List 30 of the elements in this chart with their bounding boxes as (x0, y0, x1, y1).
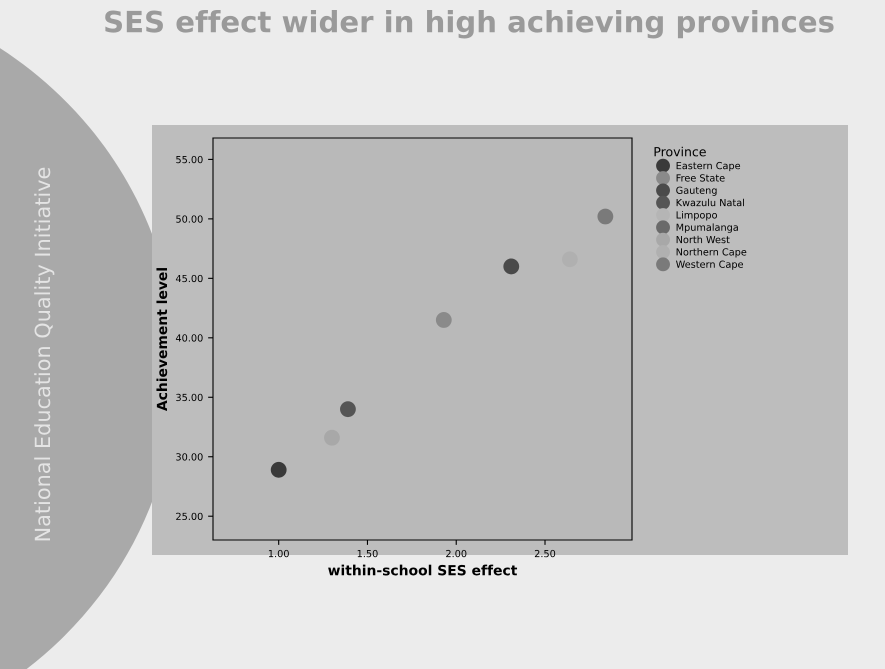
y-tick-label: 35.00 (176, 394, 203, 402)
legend-label: Kwazulu Natal (676, 198, 744, 206)
legend-label: Western Cape (676, 260, 744, 270)
x-tick-label: 2.50 (534, 550, 556, 558)
point (340, 401, 356, 418)
legend-label: Eastern Cape (676, 162, 740, 172)
x-tick-label: 1.00 (268, 550, 289, 558)
point (270, 462, 287, 478)
y-tick-label: 30.00 (176, 453, 203, 461)
text: National Education Quality Initiative (34, 168, 54, 540)
y-tick-label: 40.00 (176, 334, 203, 342)
y-tick-label: 45.00 (176, 274, 203, 282)
point (597, 208, 614, 224)
point (436, 312, 452, 328)
y-tick-label: 25.00 (176, 512, 203, 520)
legend-label: Northern Cape (676, 248, 746, 258)
point (503, 258, 520, 274)
x-tick-label: 1.50 (358, 550, 378, 558)
y-tick-label: 55.00 (176, 156, 203, 164)
legend-label: Gauteng (676, 186, 717, 196)
y-tick-label: 50.00 (176, 215, 203, 223)
legend-label: North West (676, 236, 730, 244)
chart-title: SES effect wider in high achieving provinces (105, 10, 834, 38)
legend-label: Free State (676, 174, 725, 182)
legend-label: Limpopo (676, 211, 717, 220)
x-axis-title: within-school SES effect (328, 564, 518, 576)
x-tick-label: 2.00 (446, 550, 466, 558)
legend-label: Mpumalanga (676, 223, 738, 233)
y-axis-title: Achievement level (156, 268, 168, 412)
legend-title: Province (654, 146, 706, 156)
